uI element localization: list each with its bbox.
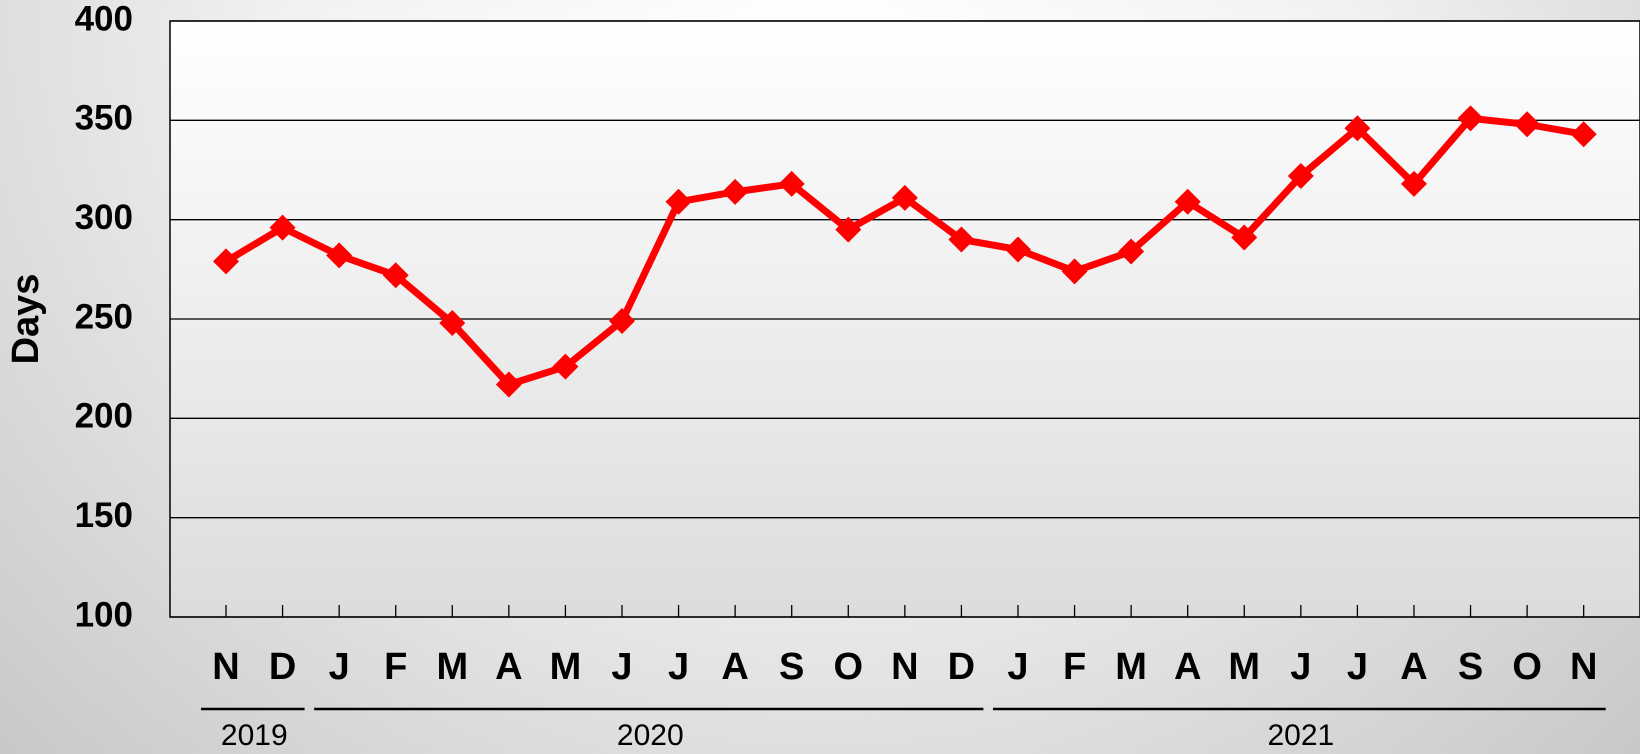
x-tick-label: M	[1115, 646, 1147, 688]
marker	[1004, 236, 1031, 263]
marker	[382, 262, 409, 289]
x-tick-label: A	[1174, 646, 1201, 688]
x-tick-label: J	[668, 646, 689, 688]
x-tick-label: J	[1347, 646, 1368, 688]
x-tick-label: M	[550, 646, 582, 688]
marker	[1174, 188, 1201, 215]
x-tick-label: J	[329, 646, 350, 688]
marker	[1400, 170, 1427, 197]
marker	[1061, 258, 1088, 285]
marker	[1514, 111, 1541, 138]
marker	[665, 188, 692, 215]
x-tick-label: J	[1007, 646, 1028, 688]
marker	[1118, 238, 1145, 265]
x-tick-label: O	[833, 646, 863, 688]
marker	[552, 353, 579, 380]
x-tick-label: J	[611, 646, 632, 688]
y-tick-label: 400	[75, 0, 133, 38]
x-tick-label: O	[1512, 646, 1542, 688]
y-tick-label: 250	[75, 297, 133, 336]
marker	[608, 307, 635, 334]
x-tick-label: A	[1400, 646, 1427, 688]
y-tick-label: 350	[75, 99, 133, 138]
year-label: 2021	[1267, 719, 1334, 752]
marker	[1570, 121, 1597, 148]
marker	[835, 216, 862, 243]
x-tick-label: N	[212, 646, 239, 688]
marker	[722, 178, 749, 205]
x-tick-label: A	[721, 646, 748, 688]
x-tick-label: N	[1570, 646, 1597, 688]
marker	[891, 184, 918, 211]
marker	[1287, 162, 1314, 189]
x-tick-label: F	[1063, 646, 1086, 688]
x-tick-label: D	[269, 646, 296, 688]
x-tick-label: N	[891, 646, 918, 688]
marker	[439, 309, 466, 336]
marker	[269, 214, 296, 241]
x-tick-label: M	[436, 646, 468, 688]
y-tick-label: 300	[75, 198, 133, 237]
marker	[948, 226, 975, 253]
marker	[326, 242, 353, 269]
marker	[1231, 224, 1258, 251]
x-tick-label: S	[779, 646, 804, 688]
y-tick-label: 100	[75, 595, 133, 634]
marker	[495, 371, 522, 398]
marker	[1457, 105, 1484, 132]
x-tick-label: A	[495, 646, 522, 688]
marker	[778, 170, 805, 197]
marker	[213, 248, 239, 275]
year-label: 2019	[221, 719, 288, 752]
x-tick-label: D	[948, 646, 975, 688]
x-tick-label: M	[1228, 646, 1260, 688]
x-tick-label: S	[1458, 646, 1483, 688]
y-axis-label: Days	[5, 274, 47, 365]
x-tick-label: J	[1290, 646, 1311, 688]
marker	[1344, 115, 1371, 142]
y-tick-label: 200	[75, 397, 133, 436]
year-label: 2020	[617, 719, 684, 752]
x-tick-label: F	[384, 646, 407, 688]
y-tick-label: 150	[75, 496, 133, 535]
